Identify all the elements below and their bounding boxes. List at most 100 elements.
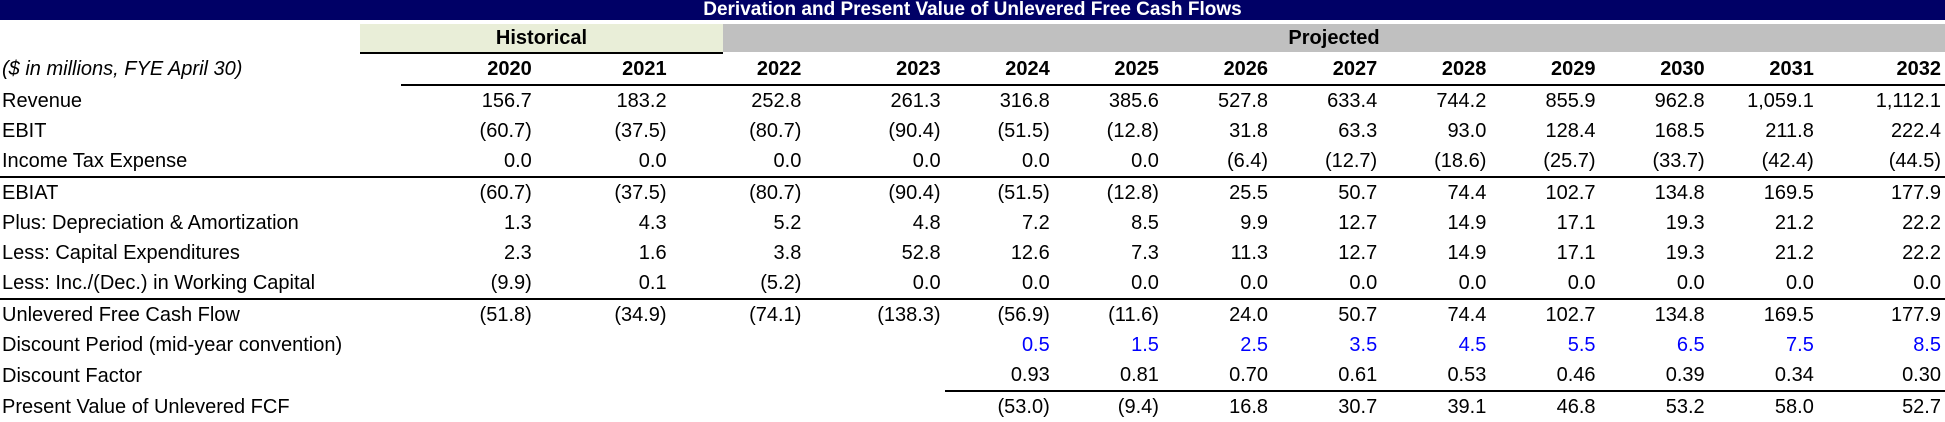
value-cell: 21.2	[1774, 242, 1814, 264]
value-cell: 0.46	[1556, 364, 1596, 386]
value-cell: 93.0	[1447, 120, 1487, 142]
year-header: 2025	[1053, 54, 1163, 86]
value-cell: 0.53	[1447, 364, 1487, 386]
value-cell	[805, 391, 944, 422]
value-cell: 22.2	[1902, 242, 1941, 264]
units-label: ($ in millions, FYE April 30)	[2, 58, 243, 80]
year-header: 2023	[805, 54, 945, 86]
value-cell: 102.7	[1490, 176, 1600, 208]
value-cell: 0.1	[638, 272, 667, 294]
value-cell: 16.8	[1162, 390, 1273, 422]
year-header: 2021	[535, 54, 671, 86]
value-cell: 0.81	[1119, 364, 1159, 386]
row-label: Unlevered Free Cash Flow	[0, 298, 402, 330]
value-cell: (51.5)	[997, 120, 1050, 142]
value-cell: 0.0	[1240, 272, 1269, 294]
value-cell: 0.39	[1665, 364, 1705, 386]
ebit-row: EBIT (60.7) (37.5) (80.7) (90.4) (51.5) (12.8)…	[0, 116, 1945, 146]
value-cell: 855.9	[1545, 90, 1596, 112]
value-cell	[805, 360, 944, 391]
value-cell: 0.0	[912, 272, 941, 294]
value-cell: (6.4)	[1226, 150, 1269, 172]
value-cell: 211.8	[1765, 120, 1814, 142]
value-cell: (33.7)	[1652, 150, 1705, 172]
value-cell: 24.0	[1162, 298, 1273, 330]
value-cell: 633.4	[1327, 90, 1378, 112]
value-cell: 53.2	[1599, 390, 1709, 422]
projected-header: Projected	[723, 24, 1945, 52]
value-cell: (90.4)	[888, 120, 941, 142]
value-cell: 4.5	[1458, 334, 1487, 356]
value-cell: 46.8	[1490, 390, 1600, 422]
value-cell: (18.6)	[1434, 150, 1487, 172]
value-cell: 58.0	[1708, 390, 1818, 422]
value-cell: 14.9	[1447, 212, 1487, 234]
value-cell: (9.9)	[490, 272, 532, 294]
value-cell: 4.8	[912, 212, 941, 234]
value-cell: 17.1	[1556, 212, 1596, 234]
value-cell: 12.7	[1338, 242, 1378, 264]
value-cell: 0.0	[1021, 272, 1050, 294]
value-cell: 385.6	[1108, 90, 1159, 112]
revenue-row: Revenue 156.7 183.2 252.8 261.3 316.8 385.6 527…	[0, 85, 1945, 116]
row-label: Discount Factor	[2, 364, 143, 387]
value-cell: 19.3	[1665, 242, 1705, 264]
year-header: 2029	[1490, 54, 1600, 86]
value-cell: 8.5	[1913, 334, 1941, 356]
value-cell: 52.7	[1817, 390, 1945, 422]
value-cell	[671, 391, 806, 422]
value-cell	[536, 391, 671, 422]
year-header: 2026	[1162, 54, 1273, 86]
value-cell: 5.5	[1567, 334, 1596, 356]
value-cell: 0.0	[503, 150, 532, 172]
value-cell: 12.7	[1338, 212, 1378, 234]
row-label: Income Tax Expense	[2, 150, 188, 172]
value-cell: 1,059.1	[1747, 90, 1814, 112]
value-cell: 102.7	[1490, 298, 1600, 330]
value-cell	[805, 330, 944, 360]
value-cell: 0.5	[1021, 334, 1050, 356]
value-cell: (11.6)	[1053, 298, 1163, 330]
value-cell: 9.9	[1240, 212, 1269, 234]
value-cell: (5.2)	[760, 272, 802, 294]
value-cell: 7.3	[1131, 242, 1159, 264]
value-cell: (12.8)	[1053, 176, 1163, 208]
value-cell	[401, 330, 536, 360]
value-cell: 169.5	[1708, 298, 1818, 330]
value-cell: (80.7)	[749, 120, 802, 142]
value-cell: 3.5	[1349, 334, 1378, 356]
value-cell: 0.0	[773, 150, 802, 172]
value-cell: 50.7	[1272, 298, 1382, 330]
value-cell: (34.9)	[535, 298, 671, 330]
value-cell: (42.4)	[1761, 150, 1814, 172]
value-cell: 177.9	[1817, 298, 1945, 330]
value-cell	[401, 360, 536, 391]
value-cell: 22.2	[1902, 212, 1941, 234]
row-label: EBIAT	[0, 176, 402, 208]
value-cell: 1.3	[503, 212, 532, 234]
year-header: 2024	[944, 54, 1054, 86]
value-cell: 1,112.1	[1875, 90, 1941, 112]
value-cell: 74.4	[1381, 176, 1491, 208]
row-label: Plus: Depreciation & Amortization	[2, 212, 299, 234]
row-label: Less: Inc./(Dec.) in Working Capital	[2, 272, 316, 294]
units-spacer	[0, 54, 401, 85]
value-cell: 6.5	[1676, 334, 1705, 356]
value-cell: 7.2	[1021, 212, 1050, 234]
value-cell: 962.8	[1654, 90, 1705, 112]
value-cell	[671, 360, 806, 391]
value-cell: (37.5)	[614, 120, 667, 142]
row-label: EBIT	[2, 120, 47, 142]
value-cell: (12.7)	[1324, 150, 1378, 172]
row-label: Revenue	[2, 89, 83, 112]
value-cell: 50.7	[1272, 176, 1382, 208]
value-cell: 2.5	[1240, 334, 1269, 356]
value-cell: 52.8	[901, 242, 941, 264]
value-cell: 222.4	[1890, 120, 1941, 142]
value-cell: 12.6	[1010, 242, 1050, 264]
value-cell: 2.3	[503, 242, 532, 264]
year-header: 2032	[1817, 54, 1945, 86]
value-cell: 0.0	[1786, 272, 1814, 294]
value-cell: 183.2	[616, 90, 667, 112]
depreciation-amortization-row: Plus: Depreciation & Amortization 1.3 4.3 5…	[0, 208, 1945, 238]
